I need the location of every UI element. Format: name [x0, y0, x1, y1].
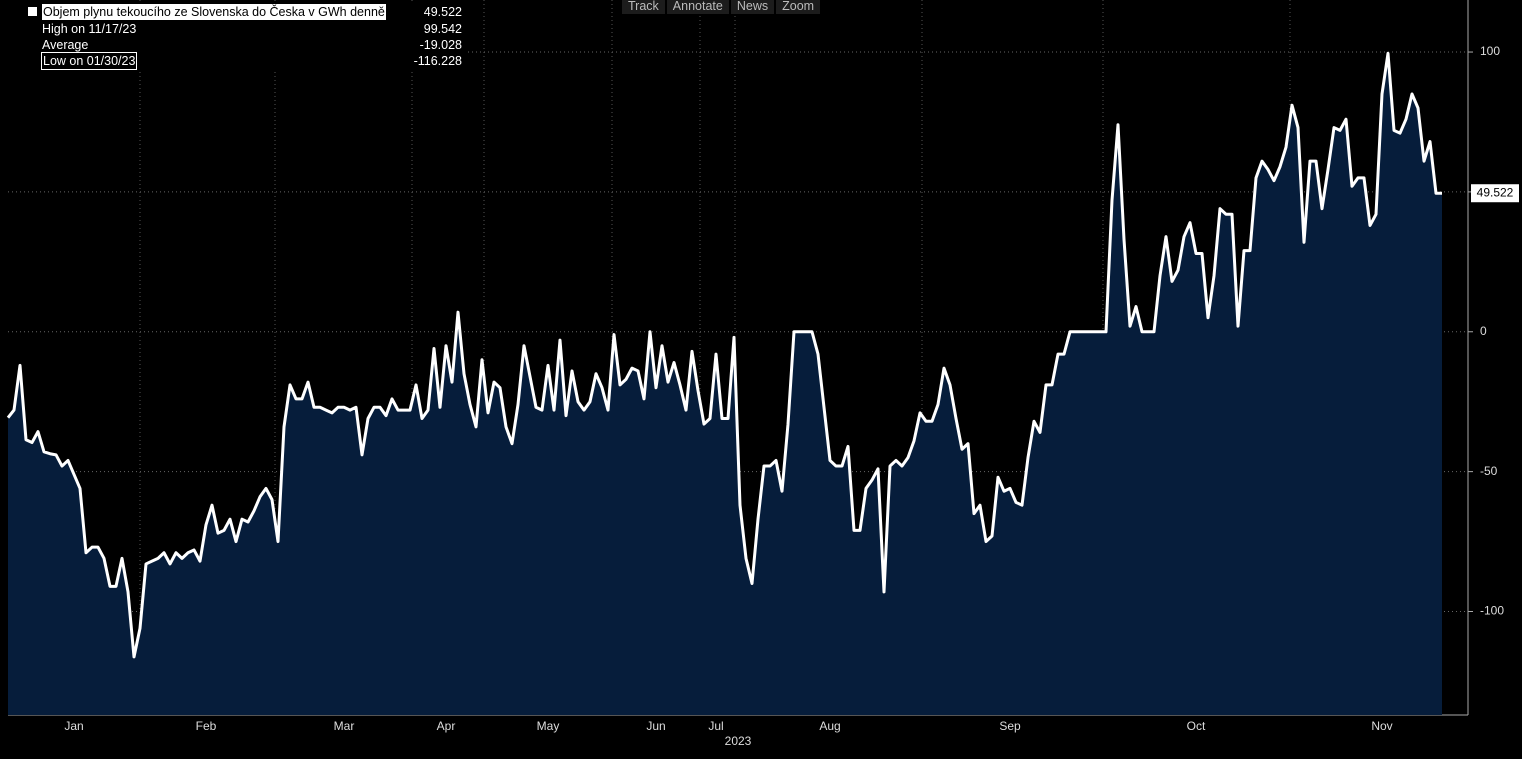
toolbar-button[interactable]: Annotate [666, 0, 729, 14]
legend-row: Objem plynu tekoucího ze Slovenska do Če… [8, 4, 466, 20]
last-value-box [1471, 184, 1519, 203]
legend-high-label: High on 11/17/23 [42, 22, 137, 36]
legend-row: Average -19.028 [8, 37, 466, 53]
toolbar: Track Annotate News Zoom [622, 0, 821, 14]
x-tick-label: Jul [708, 719, 723, 733]
legend-average: -19.028 [419, 38, 462, 52]
x-tick-label: Mar [334, 719, 355, 733]
x-tick-label: Aug [819, 719, 840, 733]
y-tick-label: 100 [1480, 44, 1500, 58]
x-tick-label: Feb [196, 719, 217, 733]
line [6, 51, 1442, 659]
x-tick-label: Jun [646, 719, 665, 733]
area [8, 53, 1442, 715]
legend-low-label: Low on 01/30/23 [40, 52, 138, 70]
x-tick-label: Sep [999, 719, 1021, 733]
x-tick-label: Jan [64, 719, 83, 733]
toolbar-button[interactable]: Zoom [776, 0, 821, 14]
y-tick-label: -50 [1480, 464, 1498, 478]
x-axis-year: 2023 [725, 734, 752, 748]
legend-high: 99.542 [423, 22, 462, 36]
legend-row: High on 11/17/23 99.542 [8, 21, 466, 37]
toolbar-button[interactable]: Track [622, 0, 665, 14]
x-tick-label: Oct [1187, 719, 1206, 733]
toolbar-button[interactable]: News [730, 0, 775, 14]
legend: Objem plynu tekoucího ze Slovenska do Če… [8, 2, 468, 72]
legend-low: -116.228 [413, 54, 462, 68]
last-value-label: 49.522 [1477, 185, 1514, 199]
legend-row: Low on 01/30/23 -116.228 [8, 52, 466, 70]
legend-icon [28, 7, 37, 16]
legend-average-label: Average [42, 38, 89, 52]
x-tick-label: May [537, 719, 560, 733]
y-tick-label: -100 [1480, 604, 1504, 618]
y-tick-label: 0 [1480, 324, 1487, 338]
legend-last: 49.522 [423, 5, 462, 19]
legend-name: Objem plynu tekoucího ze Slovenska do Če… [42, 4, 386, 20]
x-tick-label: Nov [1371, 719, 1392, 733]
x-tick-label: Apr [437, 719, 456, 733]
